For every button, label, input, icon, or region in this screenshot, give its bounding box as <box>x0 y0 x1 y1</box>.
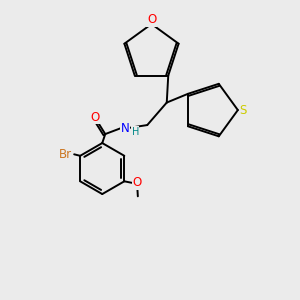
Text: O: O <box>147 13 156 26</box>
Text: S: S <box>240 103 247 117</box>
Text: H: H <box>132 127 139 137</box>
Text: O: O <box>133 176 142 189</box>
Text: N: N <box>120 122 129 135</box>
Text: Br: Br <box>58 148 72 161</box>
Text: O: O <box>91 111 100 124</box>
